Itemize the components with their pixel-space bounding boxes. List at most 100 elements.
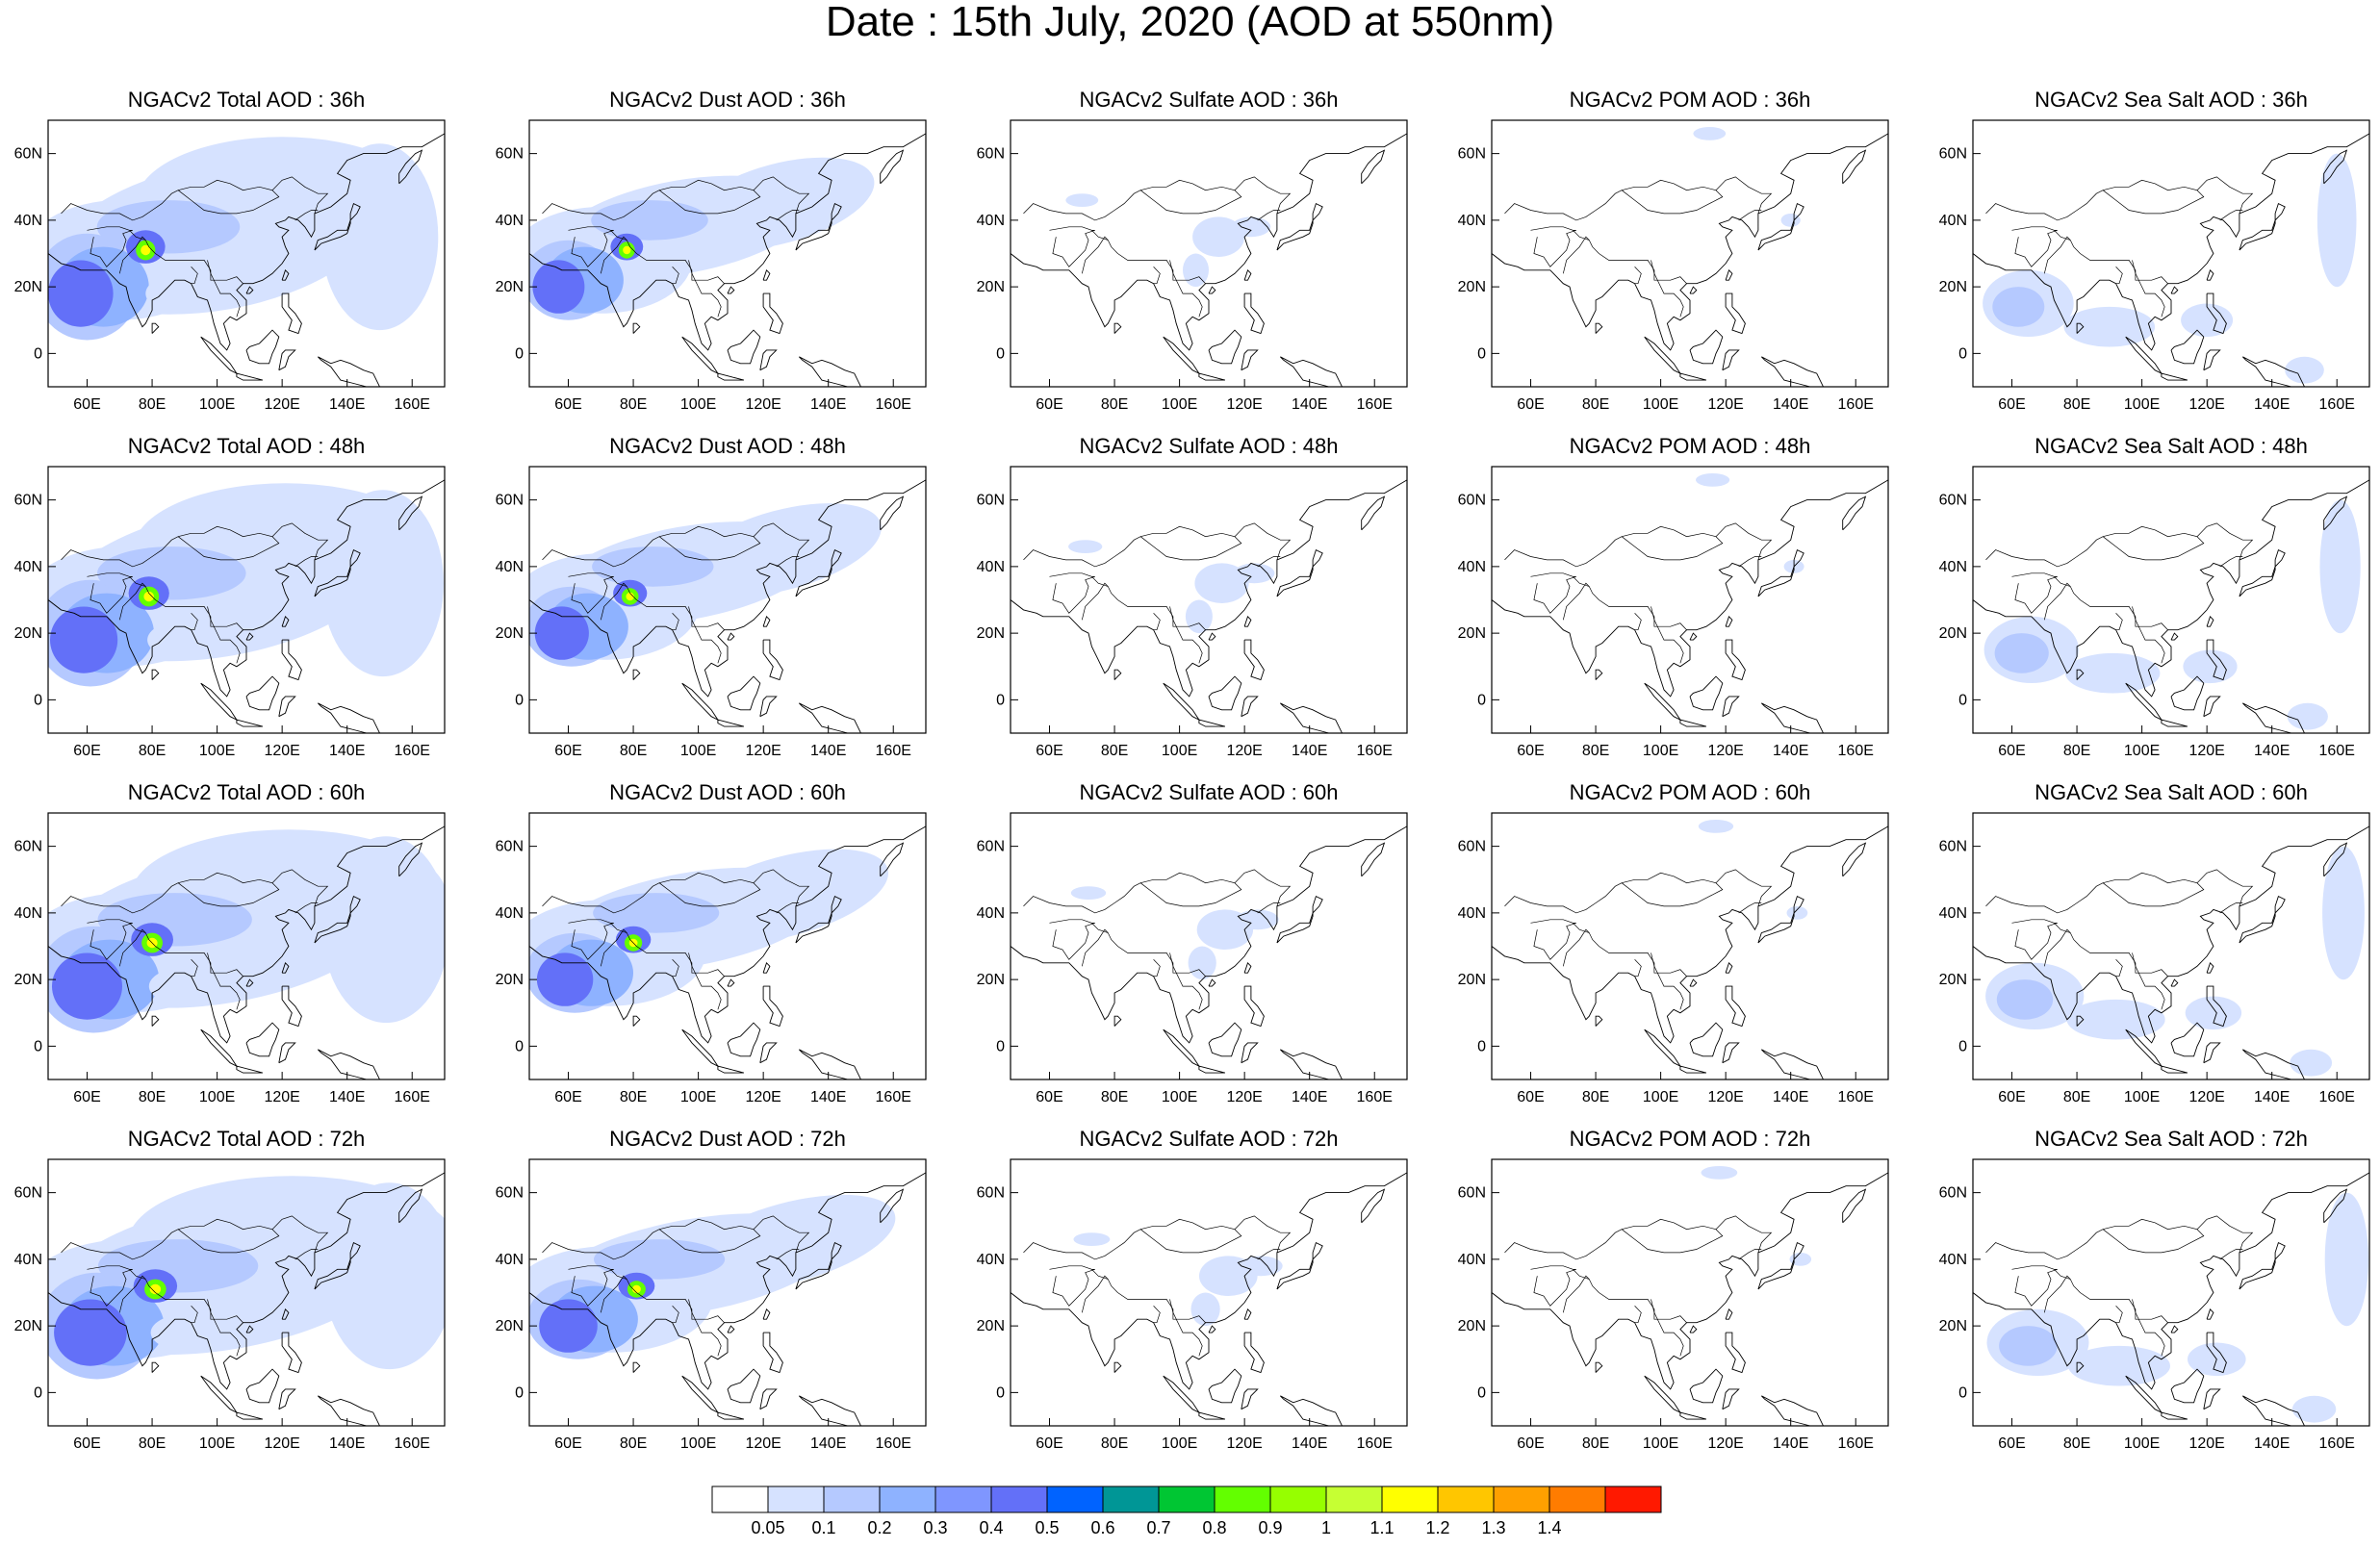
lat-tick-label: 60N [1939,839,1967,855]
aod-region [1992,287,2045,327]
coastline [245,978,254,987]
coastline [1243,1308,1252,1320]
coastline [762,1332,783,1374]
coastline [278,1042,296,1064]
coastline [398,842,423,877]
lat-tick-label: 0 [996,692,1005,708]
aod-region [2322,846,2365,980]
country-border [118,236,146,274]
country-border [2102,190,2205,215]
figure-title: Date : 15th July, 2020 (AOD at 550nm) [825,0,1555,45]
coastline [880,149,905,185]
coastline [1725,292,1746,335]
lon-tick-label: 140E [810,743,846,759]
lon-tick-label: 60E [1998,743,2025,759]
coastline [2323,149,2348,185]
lat-tick-label: 0 [1958,1384,1967,1401]
lat-tick-label: 20N [1939,625,1967,642]
panel-title: NGACv2 Dust AOD : 48h [609,434,846,458]
map-frame [47,1158,446,1427]
coastline [317,1395,381,1426]
lat-tick-label: 60N [1939,1185,1967,1202]
coastline [1492,825,1888,1044]
coastline [762,268,771,281]
coastline [1241,349,1259,371]
colorbar-swatch [1046,1486,1104,1513]
panel-title: NGACv2 POM AOD : 72h [1569,1127,1811,1151]
coastline [1492,1172,1888,1390]
map-frame [1972,1158,2370,1427]
country-border [2014,1268,2058,1307]
coastline [314,895,361,944]
country-border [658,536,761,561]
country-border [177,190,280,215]
country-border [1738,210,1762,221]
lon-tick-label: 100E [2124,1435,2160,1452]
map-frame [47,119,446,388]
coastline [2241,702,2306,733]
aod-region [2183,649,2238,684]
coastline [1689,1022,1724,1057]
map-frame [1972,812,2370,1080]
lon-tick-label: 120E [1226,396,1262,413]
coastline [759,1042,778,1064]
country-border [672,1306,679,1324]
country-border [1621,536,1724,561]
lat-tick-label: 60N [14,493,42,509]
aod-field [529,825,926,1079]
coastline [2170,675,2205,711]
map-frame [1010,466,1408,734]
coastline [1279,1395,1344,1426]
lon-tick-label: 60E [1036,743,1062,759]
aod-field [48,479,445,733]
coastline [2206,961,2214,974]
coastline [1113,1015,1122,1027]
map-plot: 60N 40N 20N 0 60E 80E 100E 120E 140E 160E [1458,1158,1889,1452]
coastline [1757,548,1804,597]
country-border [1738,556,1762,568]
country-border [1530,919,1687,977]
coastline [245,286,254,294]
country-border [2219,902,2243,914]
country-border [571,922,614,960]
map-frame [528,1158,927,1427]
lon-tick-label: 160E [2319,1435,2355,1452]
coastline [1011,479,1407,698]
coastline [2125,682,2163,722]
country-border [1052,922,1095,960]
lon-tick-label: 60E [73,396,100,413]
coastline [1208,675,1242,711]
map-plot: 60N 40N 20N 0 60E 80E 100E 120E 140E 160E [977,119,1408,413]
country-border [1049,1265,1206,1323]
aod-region [150,1312,239,1353]
coastline [2239,548,2286,597]
coastline [2206,985,2227,1028]
coastline [1276,202,1323,251]
lon-tick-label: 100E [1643,1089,1678,1105]
coastline [1276,548,1323,597]
coastline [2239,1241,2286,1290]
country-border [1562,928,1590,967]
coastline [717,719,745,727]
aod-region [1231,216,1271,238]
coastline [278,349,296,371]
aod-region [2316,153,2357,288]
aod-field [1973,825,2369,1079]
lon-tick-label: 140E [329,1435,365,1452]
lat-tick-label: 60N [977,839,1005,855]
coastline [317,702,381,733]
country-border [2011,1265,2168,1323]
lon-tick-label: 140E [2254,1435,2290,1452]
country-border [2014,229,2058,267]
country-border [90,922,133,960]
coastline [1198,1411,1226,1420]
country-border [2132,260,2165,317]
aod-field [1973,479,2369,733]
lon-tick-label: 60E [1998,1089,2025,1105]
aod-region [141,244,151,256]
lon-tick-label: 80E [2063,1435,2090,1452]
coastline [1679,372,1707,381]
lon-tick-label: 80E [1582,1089,1609,1105]
lat-tick-label: 40N [977,1252,1005,1268]
panel-title: NGACv2 Total AOD : 36h [127,88,366,112]
